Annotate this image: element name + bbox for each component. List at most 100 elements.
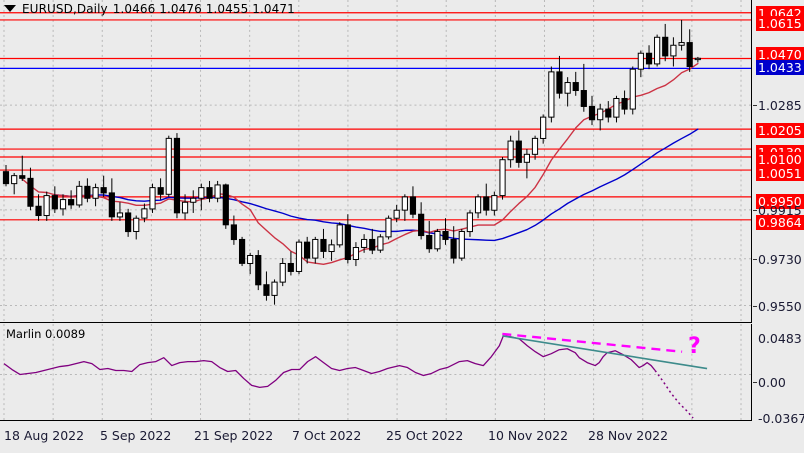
price-chart-canvas: [0, 0, 751, 322]
candle-body: [605, 108, 612, 118]
candle-body: [222, 184, 229, 226]
candle-body: [312, 238, 319, 259]
fast-moving-average-line[interactable]: [21, 62, 699, 265]
candle-body: [133, 217, 140, 232]
candle-body: [564, 82, 571, 94]
price-level-0-9950[interactable]: 0.9950: [756, 194, 804, 209]
price-tick-0-9550: 0.9550: [758, 299, 802, 314]
candle-body: [27, 177, 34, 207]
date-label-18-aug-2022: 18 Aug 2022: [4, 428, 85, 443]
candle-body: [51, 195, 58, 210]
candle-body: [230, 224, 237, 241]
candle-body: [686, 42, 693, 67]
candle-body: [279, 262, 286, 283]
candle-body: [507, 140, 514, 161]
candle-body: [654, 36, 661, 65]
candle-body: [173, 137, 181, 214]
indicator-tick-0-0483: 0.0483: [758, 331, 802, 346]
candle-body: [588, 105, 596, 121]
price-level-1-0051[interactable]: 1.0051: [756, 166, 804, 181]
scale-tick-mark: [753, 382, 757, 383]
candle-body: [670, 44, 677, 57]
candle-body: [190, 197, 197, 203]
candle-body: [84, 185, 91, 199]
price-level-1-0470[interactable]: 1.0470: [756, 47, 804, 62]
candle-body: [637, 52, 644, 70]
candle-body: [629, 68, 636, 110]
candle-body: [474, 196, 482, 214]
candle-body: [206, 187, 213, 199]
candle-body: [271, 281, 278, 296]
candle-body: [458, 230, 465, 259]
price-tick-0-9730: 0.9730: [758, 252, 802, 267]
candle-body: [141, 208, 148, 219]
price-scale-axis[interactable]: 1.0642 1.0615 1.0470 1.0433 1.0285 1.0205 1.01…: [753, 0, 804, 453]
candle-body: [76, 185, 83, 206]
candle-body: [59, 199, 67, 210]
candle-body: [377, 236, 384, 251]
scale-tick-mark: [753, 306, 757, 307]
candle-body: [499, 159, 506, 197]
price-level-1-0615[interactable]: 1.0615: [756, 16, 804, 31]
candle-body: [393, 209, 400, 219]
candle-body: [548, 71, 555, 118]
date-label-7-oct-2022: 7 Oct 2022: [292, 428, 362, 443]
candle-body: [344, 224, 351, 260]
candle-body: [165, 137, 172, 195]
candle-body: [597, 108, 604, 121]
price-level-1-0433[interactable]: 1.0433: [756, 60, 804, 75]
candle-body: [442, 230, 449, 240]
candle-body: [434, 230, 441, 250]
price-level-1-0100[interactable]: 1.0100: [756, 152, 804, 167]
candle-body: [68, 199, 75, 206]
indicator-pane[interactable]: [0, 324, 752, 421]
candle-body: [556, 71, 563, 94]
slow-moving-average-line[interactable]: [54, 128, 699, 242]
date-label-10-nov-2022: 10 Nov 2022: [488, 428, 569, 443]
projected-path-line[interactable]: [654, 370, 694, 419]
candle-body: [336, 224, 343, 246]
scale-tick-mark: [753, 259, 757, 260]
resistance-solid-line[interactable]: [502, 335, 708, 370]
candle-body: [613, 97, 620, 118]
candle-body: [491, 195, 498, 211]
price-level-1-0205[interactable]: 1.0205: [756, 123, 804, 138]
candle-body: [531, 137, 539, 155]
candle-body: [125, 212, 132, 233]
candle-body: [181, 201, 189, 214]
candle-body: [466, 212, 473, 233]
candle-body: [352, 247, 360, 260]
candle-body: [540, 116, 547, 139]
candle-body: [92, 187, 99, 199]
candle-body: [303, 241, 311, 259]
candle-body: [409, 196, 417, 215]
candle-body: [694, 57, 701, 61]
candle-body: [198, 187, 205, 199]
candle-body: [678, 42, 685, 46]
candle-body: [515, 140, 522, 163]
date-label-21-sep-2022: 21 Sep 2022: [194, 428, 274, 443]
candle-body: [19, 175, 26, 179]
candle-body: [295, 241, 303, 272]
candle-body: [418, 213, 425, 237]
resistance-dashed-line[interactable]: [502, 332, 683, 353]
candle-body: [662, 36, 669, 57]
candle-body: [100, 187, 107, 194]
price-chart-pane[interactable]: [0, 0, 752, 323]
candle-body: [328, 244, 335, 253]
price-tick-1-0285: 1.0285: [758, 98, 802, 113]
candle-body: [320, 238, 327, 252]
oscillator-line[interactable]: [3, 335, 656, 388]
candle-body: [572, 82, 579, 92]
candle-body: [645, 52, 653, 65]
candle-body: [263, 284, 270, 296]
candle-body: [255, 255, 262, 286]
candle-body: [450, 238, 457, 259]
candle-body: [385, 217, 392, 238]
price-tick-0-9915: 0.9915: [758, 203, 802, 218]
question-mark-annotation: ?: [688, 334, 701, 359]
candle-body: [369, 238, 376, 251]
date-axis[interactable]: 18 Aug 2022 5 Sep 2022 21 Sep 2022 7 Oct 20…: [0, 422, 752, 453]
price-level-0-9864[interactable]: 0.9864: [756, 215, 804, 230]
